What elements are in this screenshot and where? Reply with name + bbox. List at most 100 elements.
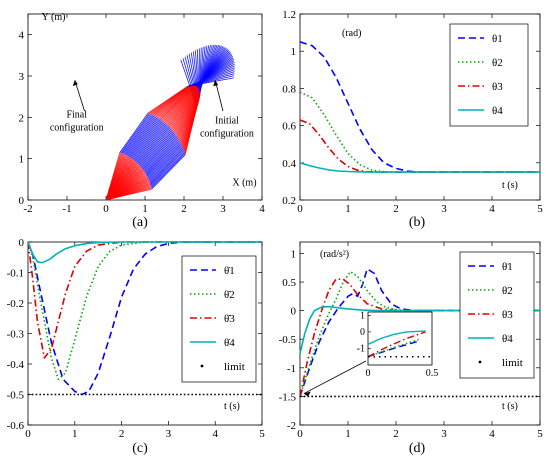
legend-box	[449, 23, 529, 127]
arm-link	[152, 85, 191, 116]
y-tick-label: -0.5	[279, 334, 297, 346]
arm-link	[141, 131, 174, 169]
annotation-arrow	[74, 80, 85, 112]
annotation-line: configuration	[200, 129, 254, 140]
arm-link	[126, 116, 157, 156]
annotation-initial: Initial configuration	[200, 116, 254, 140]
y-tick-label: 0.4	[282, 158, 296, 170]
legend-label: θ4	[492, 105, 503, 117]
y-tick-label: 0	[291, 306, 297, 318]
x-axis-label: t (s)	[224, 401, 240, 412]
y-tick-label: -0.5	[7, 390, 25, 402]
series-line-θ̈4	[299, 305, 540, 354]
legend-marker-limit	[478, 360, 482, 364]
y-tick-label: 0.8	[282, 83, 296, 95]
units-label: (rad)	[342, 28, 361, 39]
arm-link	[121, 113, 151, 154]
x-tick-label: 1	[72, 428, 78, 440]
x-tick-label: 4	[489, 203, 495, 215]
x-tick-label: 3	[220, 203, 226, 215]
annotation-final: Final configuration	[50, 109, 104, 133]
x-tick-label: 3	[441, 203, 447, 215]
legend-label: θ̇1	[224, 265, 235, 277]
inset-y-tick-label: 0	[360, 327, 365, 338]
inset-y-tick-label: 1	[360, 310, 365, 321]
panel-1-series	[299, 41, 540, 173]
arm-link	[130, 119, 161, 159]
arm-link	[131, 120, 162, 159]
arm-link	[151, 153, 186, 189]
arm-link	[177, 93, 201, 139]
arm-link	[136, 124, 168, 163]
arm-link	[176, 92, 201, 137]
legend-label: θ3	[492, 81, 503, 93]
arm-link	[173, 90, 200, 133]
arm-link	[167, 86, 198, 126]
arm-link	[151, 154, 186, 190]
panel-caption: (d)	[409, 441, 426, 456]
arm-link	[140, 129, 173, 168]
arm-link	[147, 85, 188, 114]
x-tick-label: 5	[259, 428, 265, 440]
series-line-θ̇1	[27, 241, 262, 396]
arm-link	[188, 75, 235, 87]
arm-link	[138, 127, 171, 166]
arm-link	[150, 151, 185, 188]
legend-label: θ̇4	[224, 337, 235, 349]
panel-caption: (c)	[132, 441, 148, 456]
legend-label: θ1	[492, 33, 503, 45]
x-axis-label: X (m)	[232, 178, 256, 189]
units-label: (rad/s²)	[320, 249, 349, 260]
plot-frame	[299, 13, 541, 201]
annotation-line: Initial	[215, 116, 239, 127]
inset-x-tick-label: 0.5	[426, 368, 439, 379]
arm-link	[156, 85, 194, 118]
y-tick-label: -0.3	[7, 329, 25, 341]
arrow-head	[72, 80, 78, 87]
arm-link	[163, 85, 197, 123]
panel-(d)-axes: 0 1 2 3 4 5 -2 -1.5 -1 -0.5 0 0.5 1	[279, 241, 543, 440]
arm-link	[147, 141, 181, 178]
x-tick-label: 0	[297, 428, 303, 440]
x-tick-label: 2	[393, 203, 399, 215]
series-line-θ̇3	[27, 241, 262, 359]
arm-link	[153, 85, 192, 116]
x-tick-label: -1	[62, 203, 71, 215]
y-tick-label: -1	[287, 363, 296, 375]
y-tick-label: 0.5	[282, 277, 296, 289]
arm-link	[148, 144, 182, 181]
arrow-head	[303, 391, 311, 397]
arm-link	[176, 93, 201, 138]
x-axis-label: t (s)	[502, 180, 518, 191]
arm-link	[161, 85, 196, 121]
legend-label: θ̇3	[224, 313, 235, 325]
arm-link	[151, 85, 190, 115]
arm-link	[123, 114, 154, 155]
arm-link	[127, 117, 158, 157]
legend-label: θ̈1	[502, 261, 513, 273]
panel-2-legend: θ̇1 θ̇2 θ̇3 θ̇4 limit	[181, 255, 257, 383]
y-tick-label: -0.4	[7, 359, 25, 371]
arm-link	[170, 88, 200, 129]
arm-link	[145, 136, 178, 174]
x-tick-label: 0	[297, 203, 303, 215]
arm-link	[119, 112, 149, 153]
y-tick-label: 2	[19, 112, 25, 124]
arm-link	[134, 123, 166, 162]
arm-link	[149, 148, 184, 184]
panel-caption: (b)	[409, 215, 426, 230]
y-tick-label: 0.2	[282, 195, 296, 207]
arm-link	[187, 77, 234, 87]
arm-link	[174, 91, 200, 134]
y-tick-label: 4	[19, 30, 25, 42]
x-tick-label: 4	[212, 428, 218, 440]
x-tick-label: -2	[23, 203, 32, 215]
arm-link	[178, 95, 201, 141]
arm-link	[132, 120, 163, 160]
inset-arrow	[303, 360, 367, 394]
x-axis-label: t (s)	[502, 401, 518, 412]
panel-1-legend: θ1 θ2 θ3 θ4	[449, 23, 529, 127]
arm-link	[146, 138, 179, 176]
series-line-θ4	[299, 162, 540, 173]
legend-box	[181, 255, 257, 383]
